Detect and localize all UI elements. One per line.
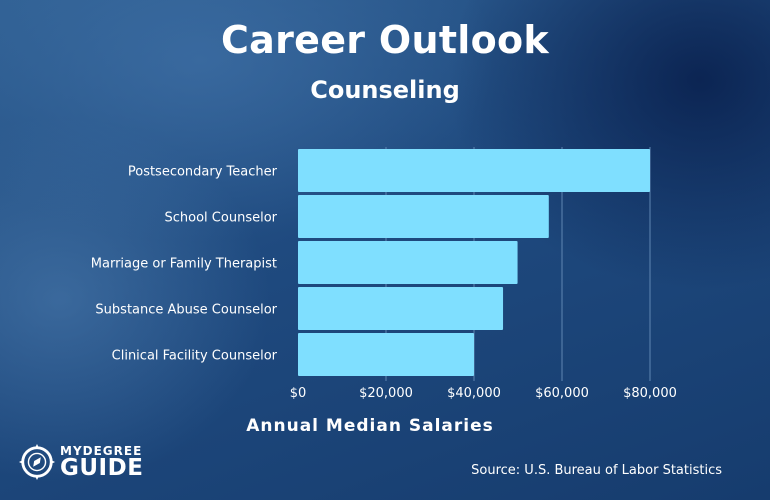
logo-text-bottom: GUIDE — [60, 454, 144, 481]
chart-title: Career Outlook — [220, 18, 550, 62]
category-label: Clinical Facility Counselor — [112, 349, 278, 364]
category-label: Marriage or Family Therapist — [91, 257, 277, 272]
chart-subtitle: Counseling — [310, 76, 460, 104]
bar — [298, 287, 504, 330]
source-note: Source: U.S. Bureau of Labor Statistics — [471, 463, 722, 478]
category-label: Substance Abuse Counselor — [95, 303, 277, 318]
x-tick-label: $0 — [290, 386, 307, 401]
bar — [298, 333, 474, 376]
logo-text-top: MYDEGREE — [60, 443, 143, 458]
x-tick-label: $80,000 — [623, 386, 677, 401]
x-tick-label: $20,000 — [359, 386, 413, 401]
category-label: School Counselor — [165, 211, 278, 226]
x-axis-label: Annual Median Salaries — [246, 416, 494, 436]
bar — [298, 241, 518, 284]
x-tick-label: $40,000 — [447, 386, 501, 401]
logo: MYDEGREE GUIDE — [18, 442, 143, 482]
compass-icon — [18, 443, 56, 481]
x-tick-label: $60,000 — [535, 386, 589, 401]
bar — [298, 149, 650, 192]
bar — [298, 195, 549, 238]
category-label: Postsecondary Teacher — [128, 165, 278, 180]
